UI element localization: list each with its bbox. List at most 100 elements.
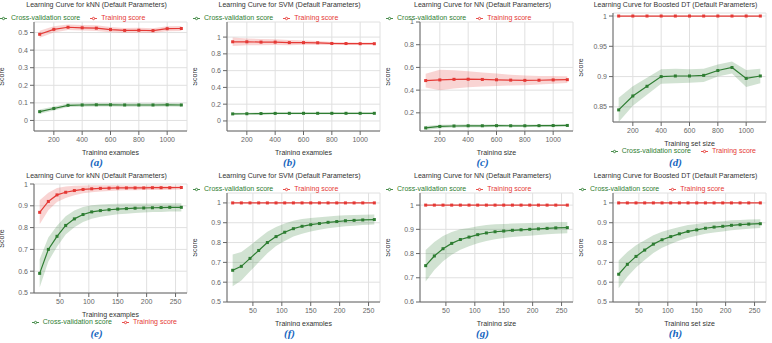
svg-text:0.7: 0.7	[597, 259, 607, 266]
svg-text:200: 200	[48, 136, 60, 143]
svg-text:0.7: 0.7	[404, 274, 414, 281]
svg-text:0.9: 0.9	[597, 219, 607, 226]
svg-text:Training examples: Training examples	[82, 311, 139, 319]
svg-text:100: 100	[276, 307, 288, 314]
svg-text:200: 200	[141, 298, 153, 305]
svg-text:150: 150	[305, 307, 317, 314]
svg-text:250: 250	[749, 307, 761, 314]
svg-text:50: 50	[635, 307, 643, 314]
svg-text:0.8: 0.8	[597, 239, 607, 246]
svg-text:1: 1	[410, 18, 414, 25]
svg-text:250: 250	[363, 307, 375, 314]
svg-text:800: 800	[519, 136, 531, 143]
svg-text:0.5: 0.5	[18, 29, 28, 36]
svg-text:0.6: 0.6	[404, 298, 414, 305]
svg-text:Score: Score	[386, 67, 391, 85]
svg-text:0.2: 0.2	[404, 109, 414, 116]
svg-text:400: 400	[269, 136, 281, 143]
svg-text:0.4: 0.4	[404, 87, 414, 94]
svg-text:800: 800	[133, 136, 145, 143]
svg-text:Score: Score	[193, 67, 198, 85]
svg-text:400: 400	[76, 136, 88, 143]
svg-text:0.5: 0.5	[18, 289, 28, 296]
svg-text:0.7: 0.7	[211, 259, 221, 266]
svg-text:200: 200	[334, 307, 346, 314]
svg-text:1000: 1000	[545, 136, 561, 143]
svg-text:Training size: Training size	[477, 320, 517, 326]
svg-text:Training examples: Training examples	[82, 149, 139, 155]
svg-text:0.1: 0.1	[18, 99, 28, 106]
svg-text:600: 600	[298, 136, 310, 143]
svg-text:200: 200	[720, 307, 732, 314]
svg-text:150: 150	[112, 298, 124, 305]
svg-text:1: 1	[217, 34, 221, 41]
svg-text:800: 800	[326, 136, 338, 143]
svg-text:Training examples: Training examples	[275, 149, 332, 155]
svg-text:50: 50	[442, 307, 450, 314]
svg-text:Training examples: Training examples	[275, 320, 332, 326]
svg-text:Score: Score	[579, 58, 584, 76]
svg-text:1000: 1000	[738, 127, 754, 134]
html-text:(b): (b)	[283, 156, 296, 168]
svg-text:0.6: 0.6	[211, 279, 221, 286]
svg-text:0.5: 0.5	[597, 298, 607, 305]
svg-text:600: 600	[684, 127, 696, 134]
svg-text:200: 200	[627, 127, 639, 134]
svg-text:0.85: 0.85	[593, 103, 607, 110]
svg-text:0: 0	[217, 117, 221, 124]
svg-text:Score: Score	[579, 238, 584, 256]
svg-text:200: 200	[527, 307, 539, 314]
svg-text:0.2: 0.2	[18, 82, 28, 89]
svg-text:0.6: 0.6	[18, 268, 28, 275]
svg-text:0.9: 0.9	[597, 73, 607, 80]
svg-text:100: 100	[469, 307, 481, 314]
svg-text:400: 400	[462, 136, 474, 143]
svg-text:0.8: 0.8	[211, 239, 221, 246]
svg-text:0.9: 0.9	[18, 202, 28, 209]
svg-text:150: 150	[498, 307, 510, 314]
svg-text:250: 250	[170, 298, 182, 305]
svg-text:Training size: Training size	[477, 149, 517, 155]
svg-text:50: 50	[56, 298, 64, 305]
svg-text:0.9: 0.9	[211, 219, 221, 226]
svg-text:Score: Score	[386, 238, 391, 256]
svg-text:0.8: 0.8	[18, 224, 28, 231]
svg-text:0.6: 0.6	[597, 279, 607, 286]
svg-text:0.2: 0.2	[211, 101, 221, 108]
svg-text:0.4: 0.4	[18, 47, 28, 54]
html-text:(a): (a)	[90, 156, 103, 168]
svg-text:Training set size: Training set size	[664, 140, 715, 148]
svg-text:1000: 1000	[352, 136, 368, 143]
svg-text:600: 600	[491, 136, 503, 143]
svg-text:150: 150	[691, 307, 703, 314]
svg-text:800: 800	[712, 127, 724, 134]
svg-text:0.8: 0.8	[404, 250, 414, 257]
svg-text:0.8: 0.8	[404, 41, 414, 48]
svg-text:Score: Score	[193, 238, 198, 256]
svg-text:0.8: 0.8	[211, 50, 221, 57]
svg-text:100: 100	[83, 298, 95, 305]
svg-text:0.95: 0.95	[593, 43, 607, 50]
svg-text:0: 0	[24, 117, 28, 124]
svg-text:1: 1	[24, 181, 28, 187]
svg-text:50: 50	[249, 307, 257, 314]
svg-text:0.6: 0.6	[404, 64, 414, 71]
svg-text:0.7: 0.7	[18, 246, 28, 253]
svg-text:400: 400	[655, 127, 667, 134]
svg-text:200: 200	[434, 136, 446, 143]
svg-text:0.5: 0.5	[211, 298, 221, 305]
svg-text:0.4: 0.4	[211, 84, 221, 91]
svg-text:600: 600	[105, 136, 117, 143]
svg-text:1000: 1000	[159, 136, 175, 143]
svg-text:1: 1	[217, 199, 221, 206]
svg-text:200: 200	[241, 136, 253, 143]
svg-text:1: 1	[410, 202, 414, 209]
svg-text:0.3: 0.3	[18, 64, 28, 71]
svg-text:0.6: 0.6	[211, 67, 221, 74]
svg-text:Training set size: Training set size	[664, 320, 715, 326]
svg-text:100: 100	[662, 307, 674, 314]
svg-text:1: 1	[603, 199, 607, 206]
svg-text:0.9: 0.9	[404, 226, 414, 233]
svg-text:1: 1	[603, 13, 607, 20]
svg-text:250: 250	[556, 307, 568, 314]
